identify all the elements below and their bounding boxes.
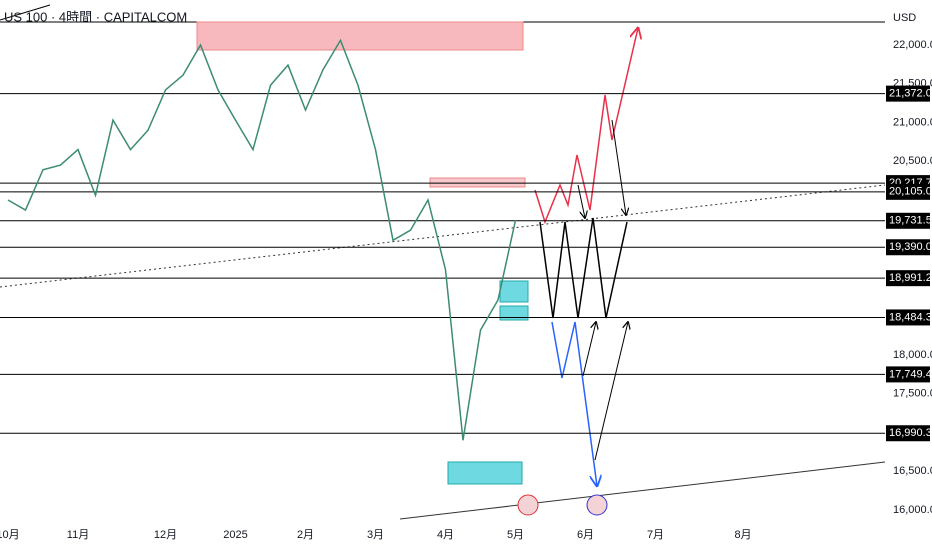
demand-zone: [447, 461, 523, 485]
demand-zone: [499, 305, 529, 321]
level-label-box: [886, 239, 930, 256]
level-label-box: [886, 212, 930, 229]
projection-path: [539, 217, 628, 319]
demand-zone: [499, 280, 529, 303]
x-tick-label: 4月: [437, 529, 454, 541]
level-label-box: [886, 425, 930, 442]
x-tick-label: 6月: [577, 529, 594, 541]
y-tick-label: 21,000.0: [893, 116, 932, 128]
trend-line: [0, 4, 51, 21]
trend-line: [0, 184, 886, 288]
x-tick-label: 10月: [0, 529, 20, 541]
level-label-box: [886, 309, 930, 326]
supply-zone: [429, 177, 526, 188]
level-label: 18,991.2: [889, 272, 932, 284]
level-label: 20,105.0: [889, 186, 932, 198]
level-label: 21,372.0: [889, 88, 932, 100]
x-tick-label: 11月: [67, 529, 89, 541]
projection-path: [534, 28, 638, 225]
y-tick-label: 16,000.0: [893, 504, 932, 516]
event-icon[interactable]: [586, 494, 608, 516]
projection-arrow: [611, 119, 626, 215]
level-label-box: [886, 85, 930, 102]
projection-arrow: [594, 322, 628, 461]
projection-arrow: [582, 322, 596, 377]
x-tick-label: 2025: [223, 529, 247, 541]
x-tick-label: 2月: [297, 529, 314, 541]
axis-unit: USD: [893, 12, 916, 24]
level-label: 17,749.4: [889, 368, 932, 380]
projection-path: [551, 321, 597, 486]
level-label: 16,990.3: [889, 427, 932, 439]
x-tick-label: 8月: [734, 529, 751, 541]
level-label: 18,484.3: [889, 311, 932, 323]
y-tick-label: 22,000.0: [893, 39, 932, 51]
y-tick-label: 20,500.0: [893, 155, 932, 167]
drawings: [0, 4, 886, 520]
event-icon[interactable]: [517, 494, 539, 516]
x-tick-label: 12月: [154, 529, 177, 541]
level-label-box: [886, 183, 930, 200]
y-tick-label: 16,500.0: [893, 465, 932, 477]
x-tick-label: 7月: [647, 529, 664, 541]
y-tick-label: 18,000.0: [893, 349, 932, 361]
level-label: 19,390.0: [889, 241, 932, 253]
level-label: 19,731.5: [889, 215, 932, 227]
chart-title: US 100 · 4時間 · CAPITALCOM: [4, 9, 187, 24]
price-line: [7, 38, 517, 441]
x-tick-label: 5月: [507, 529, 524, 541]
y-tick-label: 17,500.0: [893, 388, 932, 400]
projection-arrow: [577, 184, 585, 218]
supply-zone: [196, 21, 524, 51]
level-label-box: [886, 366, 930, 383]
x-tick-label: 3月: [367, 529, 384, 541]
trend-line: [399, 461, 886, 520]
level-label-box: [886, 270, 930, 287]
